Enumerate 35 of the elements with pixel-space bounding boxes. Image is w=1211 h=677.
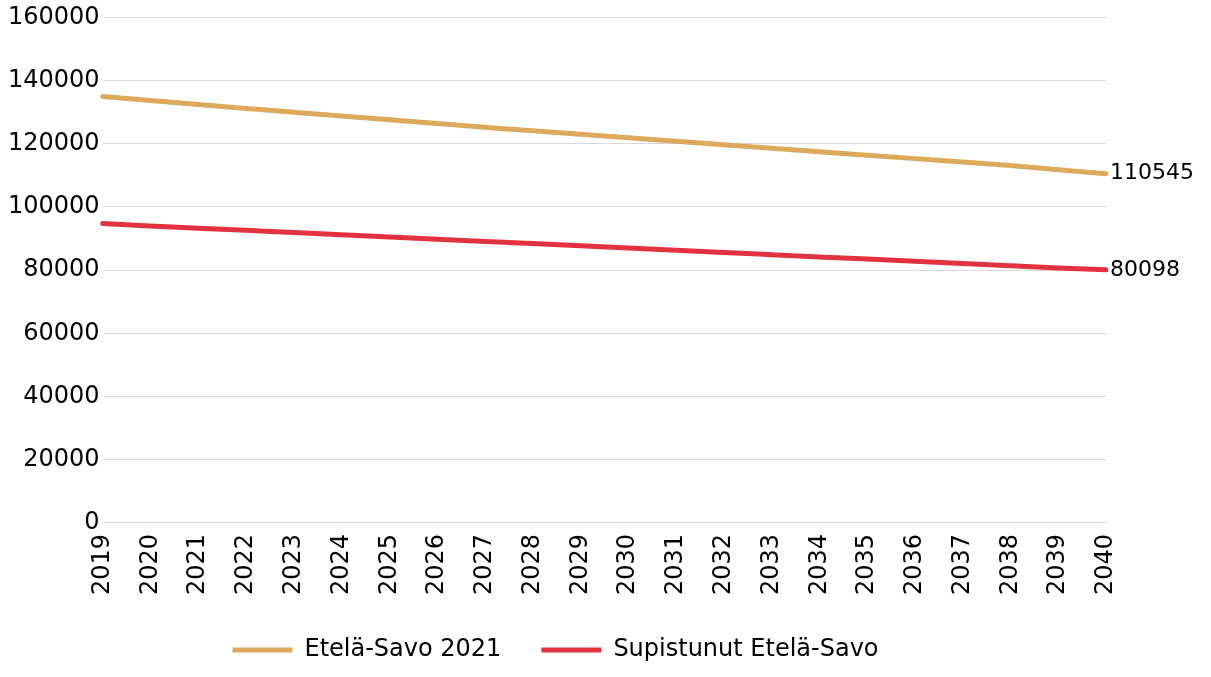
legend-label: Etelä-Savo 2021 <box>304 634 502 663</box>
x-tick-label: 2027 <box>469 533 498 595</box>
y-tick-label: 0 <box>84 507 100 536</box>
x-tick-label: 2037 <box>946 533 975 595</box>
y-tick-label: 160000 <box>7 1 100 30</box>
x-tick-label: 2029 <box>564 533 593 595</box>
y-tick-label: 60000 <box>23 317 100 346</box>
x-tick-label: 2033 <box>755 533 784 595</box>
x-tick-label: 2038 <box>994 533 1023 595</box>
x-tick-label: 2034 <box>803 533 832 595</box>
x-tick-label: 2036 <box>899 533 928 595</box>
x-tick-label: 2022 <box>230 533 259 595</box>
x-tick-label: 2035 <box>851 533 880 595</box>
y-tick-label: 80000 <box>23 254 100 283</box>
x-tick-label: 2020 <box>134 533 163 595</box>
x-tick-label: 2032 <box>707 533 736 595</box>
y-tick-label: 40000 <box>23 380 100 409</box>
data-label: 80098 <box>1110 255 1180 281</box>
x-tick-label: 2031 <box>660 533 689 595</box>
y-tick-label: 100000 <box>7 191 100 220</box>
x-tick-label: 2040 <box>1090 533 1119 595</box>
y-tick-label: 20000 <box>23 443 100 472</box>
x-tick-label: 2023 <box>277 533 306 595</box>
x-tick-label: 2025 <box>373 533 402 595</box>
data-label: 110545 <box>1110 159 1194 185</box>
x-tick-label: 2024 <box>325 533 354 595</box>
x-tick-label: 2030 <box>612 533 641 595</box>
x-tick-label: 2021 <box>182 533 211 595</box>
x-tick-label: 2026 <box>421 533 450 595</box>
x-tick-label: 2028 <box>516 533 545 595</box>
x-tick-label: 2039 <box>1042 533 1071 595</box>
x-tick-label: 2019 <box>86 533 115 595</box>
y-tick-label: 140000 <box>7 64 100 93</box>
legend-label: Supistunut Etelä-Savo <box>613 634 879 663</box>
y-tick-label: 120000 <box>7 128 100 157</box>
